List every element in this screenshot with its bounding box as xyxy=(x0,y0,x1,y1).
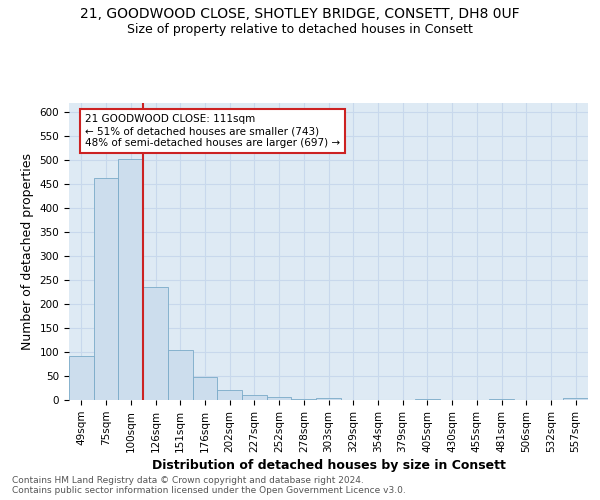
Text: 21, GOODWOOD CLOSE, SHOTLEY BRIDGE, CONSETT, DH8 0UF: 21, GOODWOOD CLOSE, SHOTLEY BRIDGE, CONS… xyxy=(80,8,520,22)
Y-axis label: Number of detached properties: Number of detached properties xyxy=(21,153,34,350)
Bar xyxy=(563,398,588,400)
Bar xyxy=(168,350,193,400)
Bar xyxy=(193,378,217,400)
Text: 21 GOODWOOD CLOSE: 111sqm
← 51% of detached houses are smaller (743)
48% of semi: 21 GOODWOOD CLOSE: 111sqm ← 51% of detac… xyxy=(85,114,340,148)
Bar xyxy=(292,398,316,400)
Bar xyxy=(118,158,143,400)
Bar xyxy=(143,287,168,400)
Bar xyxy=(69,356,94,400)
Bar xyxy=(316,398,341,400)
Bar xyxy=(242,394,267,400)
Bar xyxy=(217,390,242,400)
Bar xyxy=(267,396,292,400)
X-axis label: Distribution of detached houses by size in Consett: Distribution of detached houses by size … xyxy=(152,459,505,472)
Text: Contains HM Land Registry data © Crown copyright and database right 2024.
Contai: Contains HM Land Registry data © Crown c… xyxy=(12,476,406,495)
Bar xyxy=(94,178,118,400)
Text: Size of property relative to detached houses in Consett: Size of property relative to detached ho… xyxy=(127,22,473,36)
Bar xyxy=(489,399,514,400)
Bar xyxy=(415,398,440,400)
